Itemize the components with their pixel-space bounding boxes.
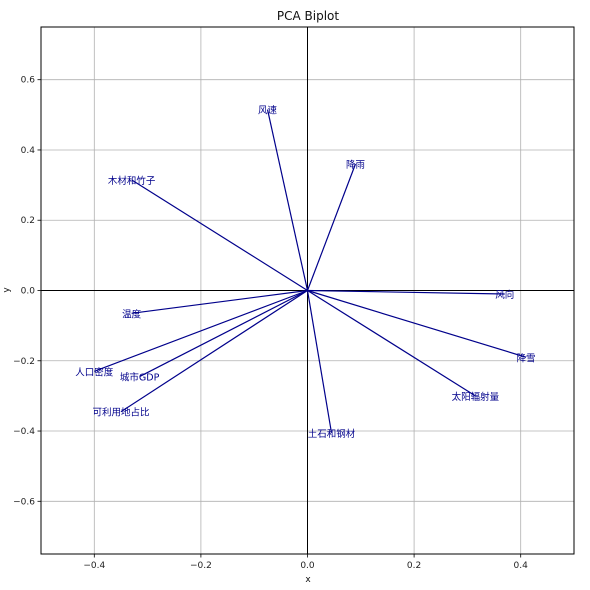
vector-label: 木材和竹子 (108, 175, 156, 187)
vector-line (306, 290, 333, 433)
vector-label: 风速 (258, 106, 278, 117)
vector-label: 降雪 (517, 352, 536, 364)
y-axis-label: y (2, 287, 12, 293)
tick-labels: −0.4 −0.2 0.0 0.2 0.4 −0.6 −0.4 −0.2 0.0 0.2 0.4 0.… (13, 76, 528, 571)
vector-line (94, 289, 308, 372)
vector-line (131, 179, 308, 292)
vector-label: 降雨 (346, 159, 365, 171)
vector-line (307, 289, 505, 295)
y-tick-label: −0.4 (13, 427, 35, 437)
chart-title: PCA Biplot (277, 9, 339, 23)
vector-line (266, 109, 309, 291)
x-tick-label: 0.2 (407, 561, 421, 571)
vector-label: 可利用地占比 (92, 407, 149, 419)
vector-label: 风向 (495, 289, 514, 301)
vector-line (131, 289, 308, 314)
y-tick-label: 0.2 (21, 216, 35, 226)
vector-line (139, 289, 308, 378)
vector-line (306, 163, 357, 291)
y-tick-label: −0.2 (13, 357, 35, 367)
vector-label: 人口密度 (75, 366, 114, 378)
x-axis-label: x (305, 575, 311, 585)
x-tick-label: 0.0 (300, 561, 315, 571)
vector-label: 温度 (122, 308, 142, 320)
y-tick-label: −0.6 (13, 497, 35, 507)
y-tick-label: 0.4 (21, 146, 36, 156)
vector-label: 太阳辐射量 (452, 391, 500, 403)
vector-line (120, 289, 308, 413)
y-tick-label: 0.6 (21, 76, 36, 86)
x-tick-label: −0.2 (190, 561, 212, 571)
vector-line (307, 289, 527, 358)
vector-label: 土石和钢材 (308, 428, 356, 440)
y-tick-label: 0.0 (21, 287, 36, 297)
vector-label: 城市GDP (120, 372, 160, 384)
x-tick-label: −0.4 (83, 561, 105, 571)
x-tick-label: 0.4 (514, 561, 529, 571)
vector-line (307, 289, 476, 397)
